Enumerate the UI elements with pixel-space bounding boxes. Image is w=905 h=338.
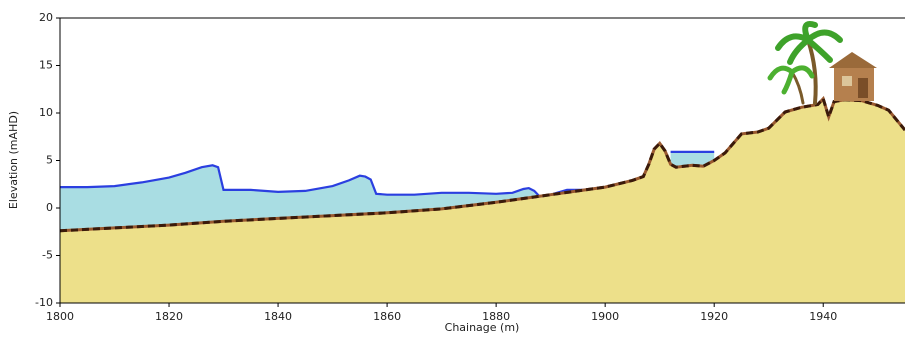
y-axis-label: Elevation (mAHD) <box>7 111 20 209</box>
y-tick-label: 20 <box>39 11 53 24</box>
y-tick-label: 15 <box>39 59 53 72</box>
x-tick-label: 1900 <box>591 310 619 323</box>
x-tick-label: 1880 <box>482 310 510 323</box>
x-tick-label: 1940 <box>809 310 837 323</box>
y-tick-label: -5 <box>42 249 53 262</box>
x-tick-label: 1860 <box>373 310 401 323</box>
y-tick-label: -10 <box>35 296 53 309</box>
y-tick-label: 5 <box>46 154 53 167</box>
chart: Chainage (m) Elevation (mAHD) -10-505101… <box>0 0 905 338</box>
x-tick-label: 1800 <box>46 310 74 323</box>
page: Chainage (m) Elevation (mAHD) -10-505101… <box>0 0 905 338</box>
x-tick-label: 1820 <box>155 310 183 323</box>
y-tick-label: 0 <box>46 201 53 214</box>
x-tick-label: 1840 <box>264 310 292 323</box>
y-tick-label: 10 <box>39 106 53 119</box>
x-tick-label: 1920 <box>700 310 728 323</box>
